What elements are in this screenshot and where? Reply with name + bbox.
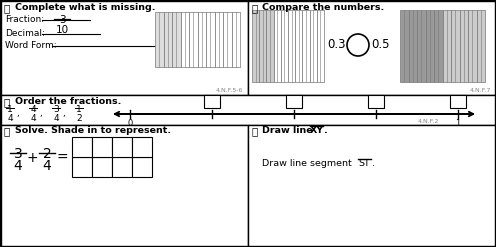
Text: ⑮: ⑮ [251, 3, 257, 13]
Text: XY: XY [310, 126, 324, 135]
Bar [92, 157, 112, 177]
Text: Decimal:: Decimal: [5, 29, 45, 38]
Text: ,: , [62, 109, 65, 118]
Text: 2: 2 [76, 114, 82, 123]
Bar [248, 125, 495, 246]
Bar [310, 10, 317, 82]
Text: 4: 4 [30, 105, 36, 114]
Text: 4.N.F.2: 4.N.F.2 [417, 119, 438, 124]
Bar [132, 157, 152, 177]
Bar [434, 10, 442, 82]
Bar [172, 12, 181, 67]
Bar [197, 12, 206, 67]
Bar [317, 10, 324, 82]
Text: 4: 4 [43, 159, 52, 173]
Bar [252, 10, 259, 82]
Bar [112, 157, 132, 177]
Bar [368, 95, 384, 108]
Text: ⑱: ⑱ [251, 126, 257, 136]
Bar [259, 10, 266, 82]
Text: 4: 4 [13, 159, 22, 173]
Text: =: = [56, 151, 68, 165]
Text: 1: 1 [76, 105, 82, 114]
Bar [468, 10, 477, 82]
Bar [477, 10, 485, 82]
Text: Draw line: Draw line [262, 126, 316, 135]
Bar [72, 157, 92, 177]
Bar [248, 1, 495, 95]
Text: .: . [324, 126, 328, 135]
Bar [288, 10, 295, 82]
Bar [295, 10, 303, 82]
Text: ⑰: ⑰ [4, 126, 10, 136]
Bar [232, 12, 240, 67]
Text: .: . [372, 159, 375, 168]
Bar [1, 95, 495, 125]
Bar [274, 10, 281, 82]
Bar [112, 137, 132, 157]
Text: 3: 3 [53, 105, 59, 114]
Text: Order the fractions.: Order the fractions. [15, 97, 122, 106]
Text: 4.N.F.7: 4.N.F.7 [470, 88, 491, 93]
Bar [181, 12, 189, 67]
Bar [1, 1, 248, 95]
Text: 3: 3 [59, 15, 65, 25]
Bar [409, 10, 417, 82]
Bar [442, 10, 451, 82]
Text: ,: , [39, 109, 42, 118]
Text: 4: 4 [7, 114, 13, 123]
Text: ,: , [16, 109, 19, 118]
Bar [214, 12, 223, 67]
Text: Compare the numbers.: Compare the numbers. [262, 3, 384, 12]
Bar [459, 10, 468, 82]
Bar [223, 12, 232, 67]
Bar [266, 10, 274, 82]
Text: 0.5: 0.5 [372, 39, 390, 52]
Text: 1: 1 [7, 105, 13, 114]
Bar [400, 10, 409, 82]
Bar [204, 95, 220, 108]
Bar [303, 10, 310, 82]
Text: Fraction:: Fraction: [5, 15, 44, 24]
Bar [72, 137, 92, 157]
Text: 10: 10 [56, 25, 68, 35]
Text: ⑯: ⑯ [4, 97, 10, 107]
Bar [206, 12, 214, 67]
Bar [164, 12, 172, 67]
Text: 1: 1 [455, 119, 461, 128]
Bar [189, 12, 197, 67]
Bar [451, 10, 459, 82]
Text: ⑭: ⑭ [4, 3, 10, 13]
Bar [426, 10, 434, 82]
Text: 0: 0 [127, 119, 132, 128]
Text: Complete what is missing.: Complete what is missing. [15, 3, 156, 12]
Text: Draw line segment: Draw line segment [262, 159, 355, 168]
Bar [92, 137, 112, 157]
Text: 4: 4 [53, 114, 59, 123]
Bar [417, 10, 426, 82]
Text: 2: 2 [43, 147, 52, 161]
Bar [286, 95, 302, 108]
Bar [1, 125, 248, 246]
Text: +: + [26, 151, 38, 165]
Text: ST: ST [358, 159, 370, 168]
Text: 4.N.F.5-6: 4.N.F.5-6 [216, 88, 243, 93]
Text: Solve. Shade in to represent.: Solve. Shade in to represent. [15, 126, 171, 135]
Bar [132, 137, 152, 157]
Text: 0.3: 0.3 [327, 39, 345, 52]
Text: Word Form:: Word Form: [5, 41, 57, 50]
Bar [281, 10, 288, 82]
Bar [450, 95, 466, 108]
Text: 3: 3 [13, 147, 22, 161]
Bar [155, 12, 164, 67]
Text: 4: 4 [30, 114, 36, 123]
